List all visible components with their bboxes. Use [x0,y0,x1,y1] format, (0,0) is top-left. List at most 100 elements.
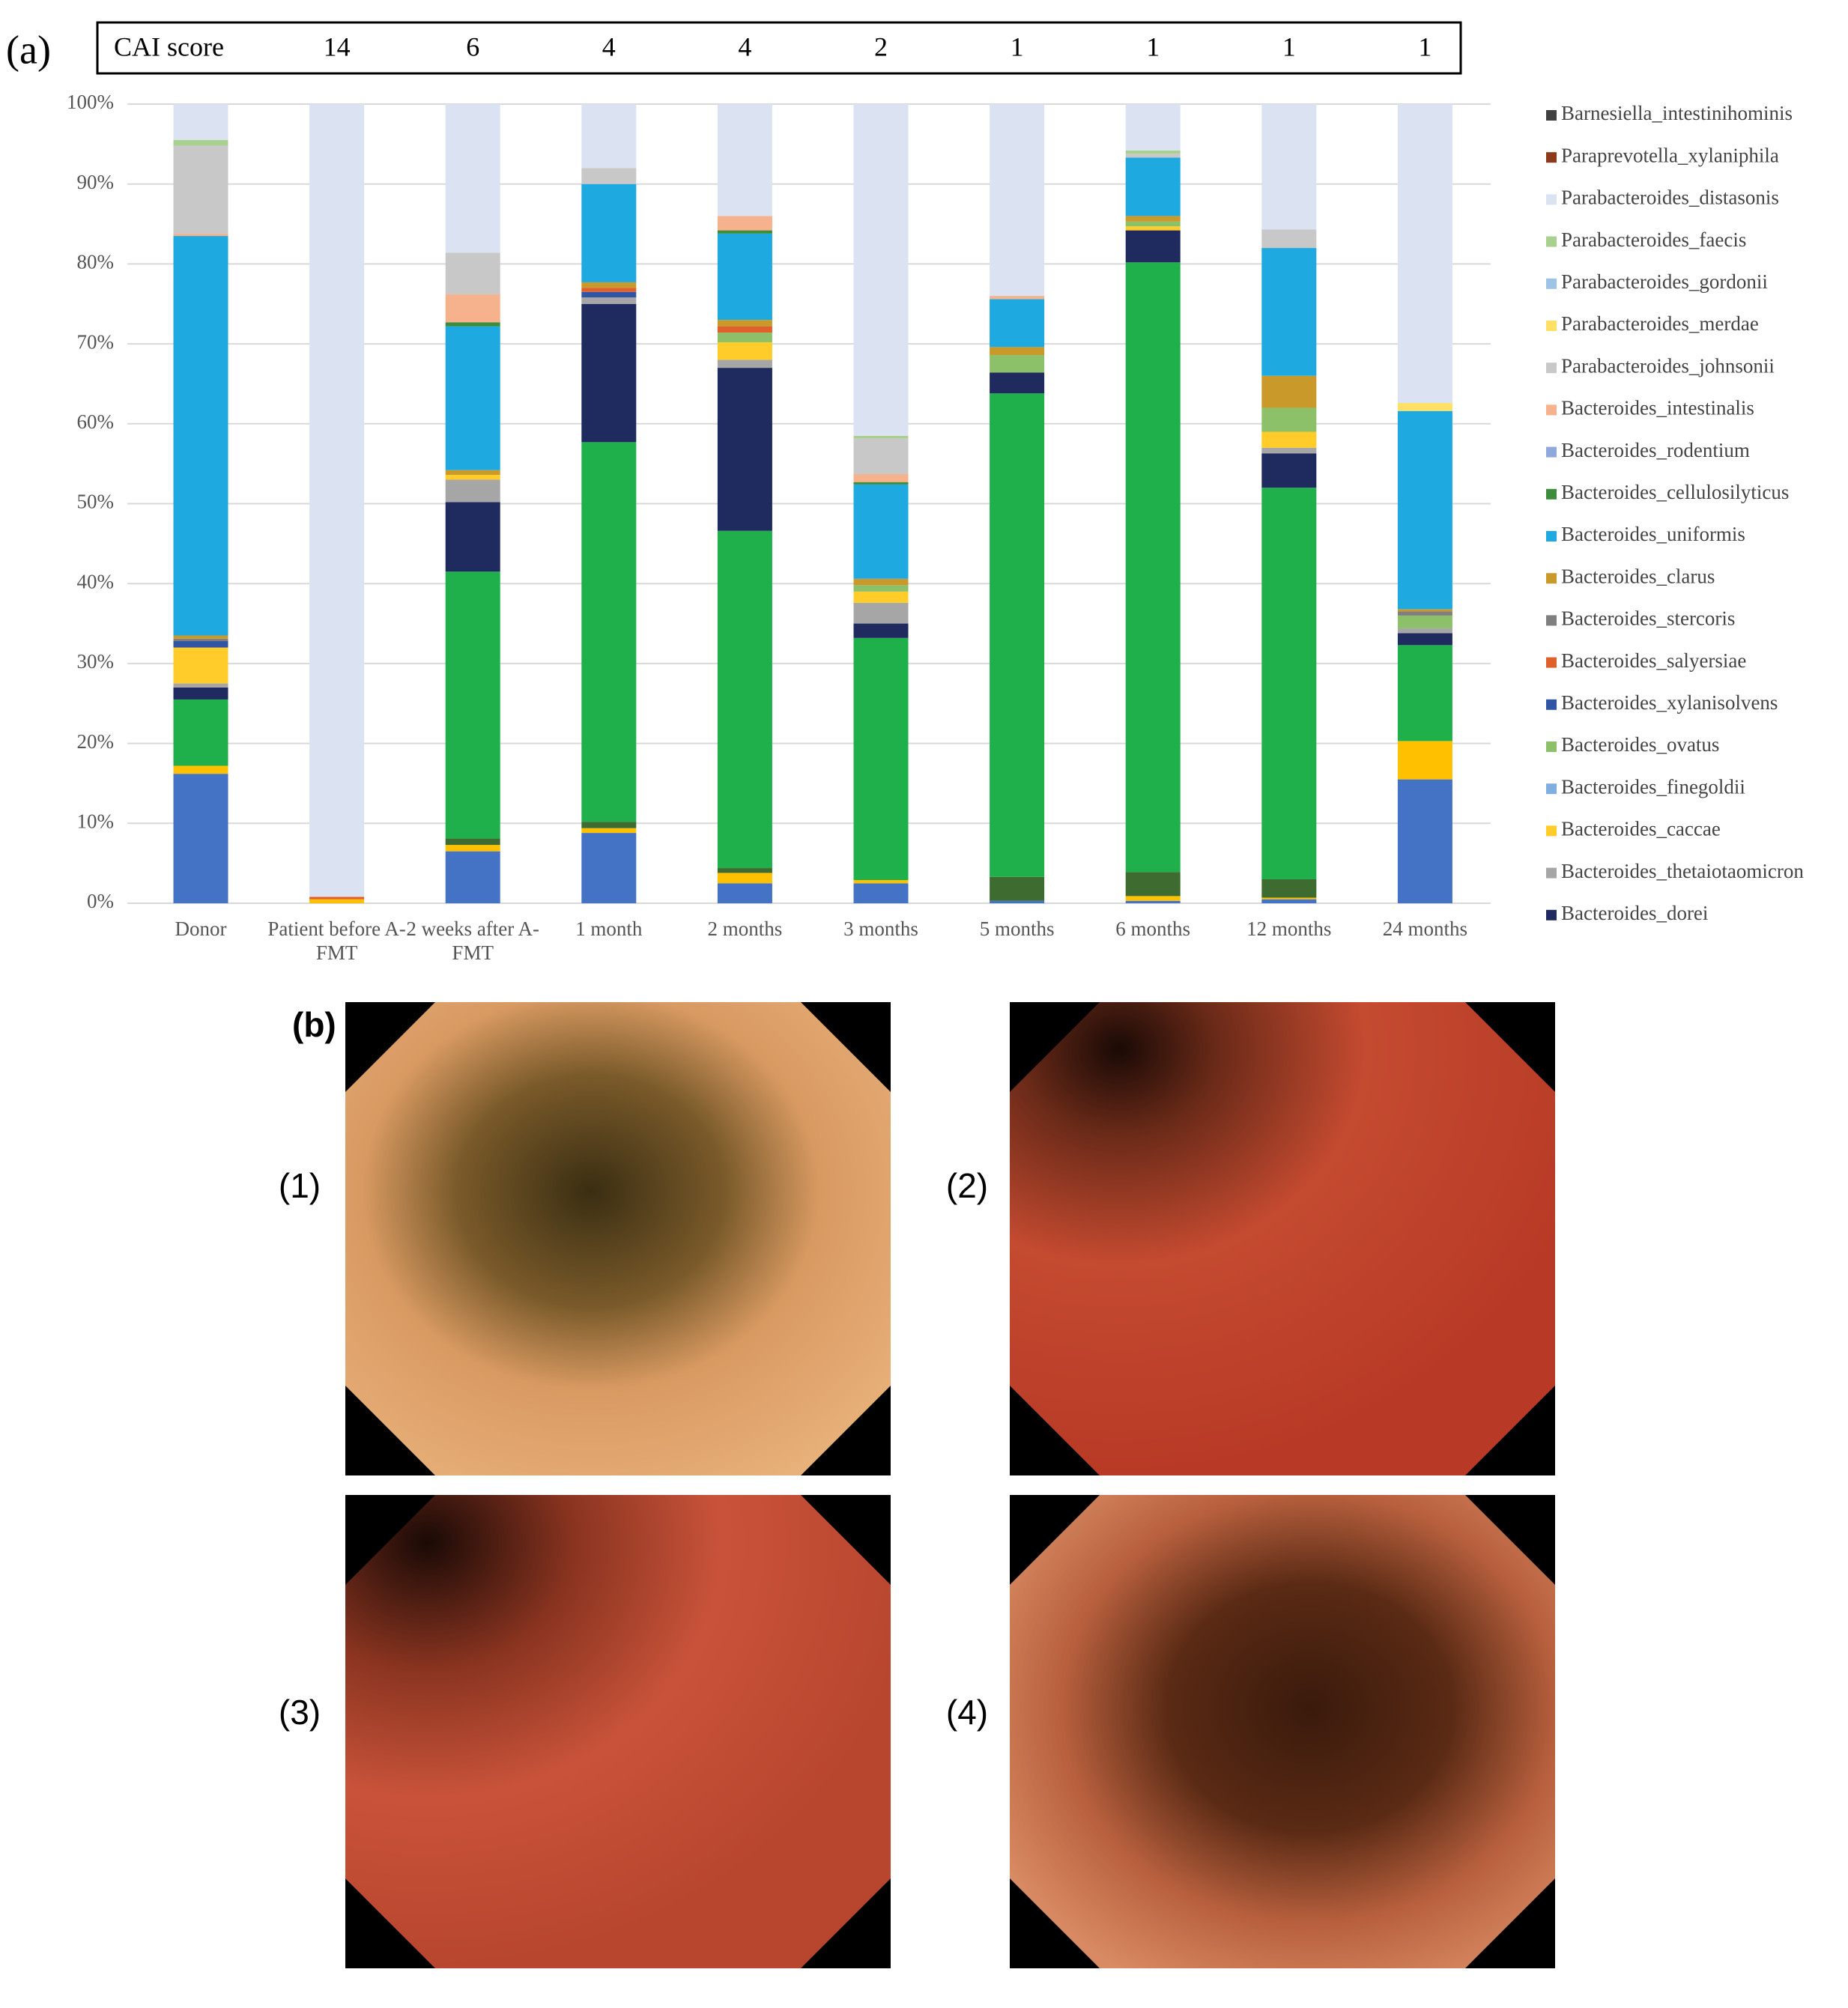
bar-segment [1261,447,1317,454]
legend-label: Bacteroides_stercoris [1561,607,1735,630]
endoscopy-image [1010,1002,1555,1475]
x-tick-label: 24 months [1382,917,1468,940]
legend-swatch [1546,531,1557,542]
photo-label: (1) [279,1166,321,1205]
bar-segment [173,145,228,234]
legend-label: Bacteroides_xylanisolvens [1561,691,1778,714]
cai-value: 6 [466,31,479,61]
legend-swatch [1546,236,1557,247]
bar-segment [581,828,637,834]
bar-segment [853,104,909,436]
bar-segment [717,216,772,231]
bar-segment [1397,611,1452,616]
legend-label: Bacteroides_salyersiae [1561,649,1746,672]
legend-swatch [1546,278,1557,289]
cai-value: 1 [1011,31,1024,61]
y-tick-label: 30% [77,650,115,673]
legend-label: Bacteroides_intestinalis [1561,397,1754,419]
legend-label: Parabacteroides_gordonii [1561,270,1768,293]
bar-segment [853,585,909,592]
bar-segment [445,322,500,327]
legend-swatch [1546,741,1557,752]
bar-segment [853,474,909,482]
bar-segment [990,296,1045,300]
legend-label: Parabacteroides_faecis [1561,228,1746,251]
bar-segment [1125,230,1181,263]
legend-label: Bacteroides_caccae [1561,818,1721,840]
cai-value: 14 [324,31,351,61]
bar-segment [445,851,500,903]
bar-segment [309,899,365,903]
legend-label: Bacteroides_clarus [1561,565,1715,587]
legend-swatch [1546,194,1557,205]
bar-segment [445,502,500,572]
legend-label: Bacteroides_dorei [1561,902,1708,924]
cai-value: 4 [602,31,616,61]
legend-swatch [1546,825,1557,837]
legend-swatch [1546,488,1557,500]
y-tick-label: 10% [77,810,115,833]
bar-segment [445,104,500,253]
bar-segment [581,104,637,169]
bar-segment [1125,896,1181,901]
cai-value: 2 [874,31,888,61]
bar-segment [445,838,500,846]
x-tick-label: 1 month [575,917,643,940]
bar-segment [853,482,909,485]
bar-segment [1261,431,1317,448]
bar-segment [717,873,772,884]
bar-segment [1397,633,1452,646]
bar-segment [717,368,772,531]
x-tick-label: 12 months [1246,917,1332,940]
bar-segment [1261,897,1317,900]
bar-segment [173,233,228,237]
y-tick-label: 60% [77,410,115,433]
bar-segment [717,320,772,327]
y-tick-label: 0% [87,890,114,912]
bar-segment [173,236,228,636]
bar-segment [1397,410,1452,610]
bar-segment [1397,104,1452,404]
endoscopy-image [345,1002,891,1475]
y-tick-label: 20% [77,730,115,753]
legend-label: Bacteroides_cellulosilyticus [1561,481,1789,503]
bar-segment [1125,262,1181,873]
bar-segment [717,326,772,333]
bar-segment [445,294,500,323]
bar-segment [853,578,909,586]
bar-segment [853,438,909,475]
bar-segment [581,288,637,292]
cai-value: 4 [738,31,751,61]
bar-segment [1261,899,1317,903]
legend-label: Parabacteroides_merdae [1561,312,1759,335]
bar-segment [853,591,909,603]
bar-segment [1125,104,1181,151]
x-tick-label: Patient before A-FMT [267,917,406,964]
bar-segment [990,347,1045,356]
bar-segment [1397,779,1452,903]
bar-segment [445,252,500,294]
legend-swatch [1546,152,1557,163]
cai-value: 1 [1418,31,1432,61]
bar-segment [1397,615,1452,628]
legend-swatch [1546,321,1557,331]
bar-segment [445,475,500,480]
bar-segment [1261,229,1317,249]
bar-segment [717,333,772,342]
bar-segment [717,530,772,869]
bar-segment [581,282,637,288]
y-tick-label: 90% [77,171,115,193]
bar-segment [990,876,1045,901]
bar-segment [853,637,909,881]
bar-segment [445,845,500,852]
legend-label: Bacteroides_uniformis [1561,523,1745,545]
bar-segment [853,623,909,638]
endoscopy-image [1010,1495,1555,1968]
cai-label: CAI score [114,31,224,61]
bar-segment [173,140,228,146]
legend-label: Bacteroides_ovatus [1561,733,1719,756]
legend-swatch [1546,363,1557,374]
bar-segment [173,641,228,648]
panel-label: (a) [6,27,51,72]
